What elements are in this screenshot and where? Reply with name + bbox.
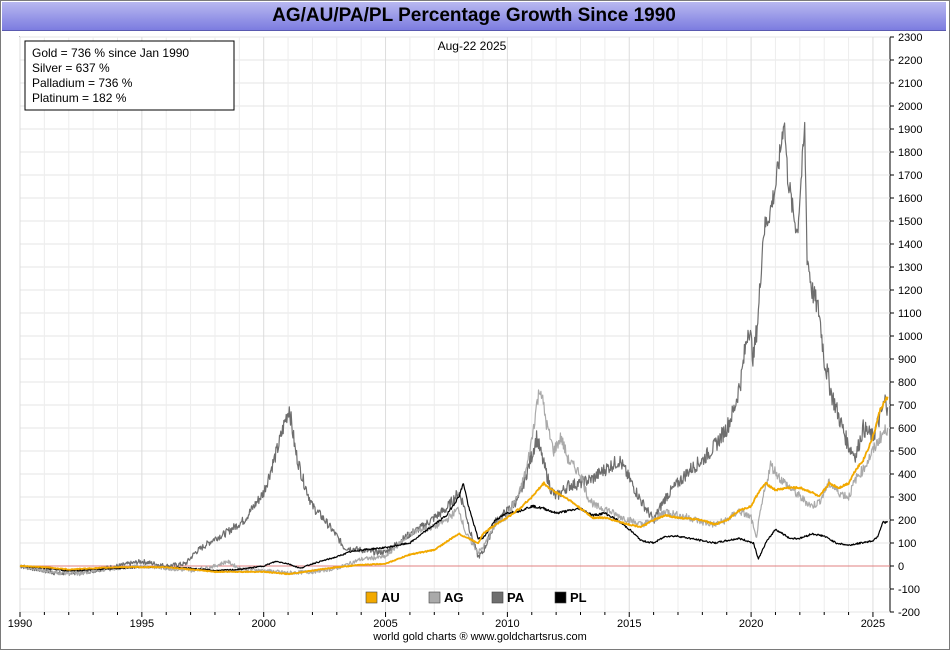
y-tick-label: 1800: [898, 147, 922, 159]
info-palladium: Palladium = 736 %: [32, 76, 133, 90]
info-gold: Gold = 736 % since Jan 1990: [32, 46, 189, 60]
x-tick-label: 2000: [251, 618, 275, 630]
x-tick-label: 2020: [739, 618, 763, 630]
y-tick-label: 1700: [898, 170, 922, 182]
y-tick-label: 2200: [898, 55, 922, 67]
legend-swatch-pa: [491, 591, 504, 604]
x-tick-label: 2015: [617, 618, 641, 630]
y-tick-label: 800: [898, 377, 916, 389]
legend-swatch-au: [365, 591, 378, 604]
y-tick-label: 1000: [898, 331, 922, 343]
legend-swatch-pl: [554, 591, 567, 604]
y-tick-label: 300: [898, 492, 916, 504]
y-tick-label: 900: [898, 354, 916, 366]
y-tick-label: 2000: [898, 101, 922, 113]
plot-area: [19, 36, 891, 613]
legend: AU AG PA PL: [365, 590, 587, 605]
y-tick-label: 100: [898, 538, 916, 550]
y-tick-label: 500: [898, 446, 916, 458]
legend-label-pl: PL: [570, 590, 587, 605]
y-tick-label: 400: [898, 469, 916, 481]
y-tick-label: 1400: [898, 239, 922, 251]
y-tick-label: 600: [898, 423, 916, 435]
legend-label-pa: PA: [507, 590, 525, 605]
grid-lines: [19, 36, 890, 613]
y-tick-label: -100: [898, 584, 920, 596]
chart-title: AG/AU/PA/PL Percentage Growth Since 1990: [272, 5, 676, 26]
date-label: Aug-22 2025: [438, 39, 507, 53]
title-bar: AG/AU/PA/PL Percentage Growth Since 1990: [2, 2, 946, 31]
y-tick-label: 700: [898, 400, 916, 412]
info-box: [24, 40, 235, 111]
y-tick-label: 1200: [898, 285, 922, 297]
series-line-ag: [19, 389, 889, 577]
x-tick-label: 2005: [373, 618, 397, 630]
x-tick-label: 1990: [8, 618, 32, 630]
x-tick-label: 1995: [130, 618, 154, 630]
info-silver: Silver = 637 %: [32, 61, 110, 75]
series-layer: [19, 121, 889, 577]
footer-credit: world gold charts ® www.goldchartsrus.co…: [372, 631, 587, 643]
info-platinum: Platinum = 182 %: [32, 91, 127, 105]
x-tick-label: 2025: [861, 618, 885, 630]
y-tick-label: 1600: [898, 193, 922, 205]
y-tick-label: 1900: [898, 124, 922, 136]
y-tick-label: 1100: [898, 308, 922, 320]
y-tick-label: 1500: [898, 216, 922, 228]
y-tick-label: 2100: [898, 78, 922, 90]
y-tick-label: 200: [898, 515, 916, 527]
series-line-au: [19, 396, 889, 576]
y-tick-label: 2300: [898, 32, 922, 44]
y-tick-label: 1300: [898, 262, 922, 274]
legend-swatch-ag: [428, 591, 441, 604]
y-tick-label: 0: [898, 561, 904, 573]
legend-label-au: AU: [381, 590, 400, 605]
y-axis-ticks: -200 -100 0 100 200 300 400 500 600 700 800 900 1000…: [890, 32, 922, 619]
x-tick-label: 2010: [495, 618, 519, 630]
legend-label-ag: AG: [444, 590, 464, 605]
y-tick-label: -200: [898, 607, 920, 619]
x-axis-ticks: 1990 1995 2000 2005 2010 2015 2020 2025: [8, 612, 885, 630]
